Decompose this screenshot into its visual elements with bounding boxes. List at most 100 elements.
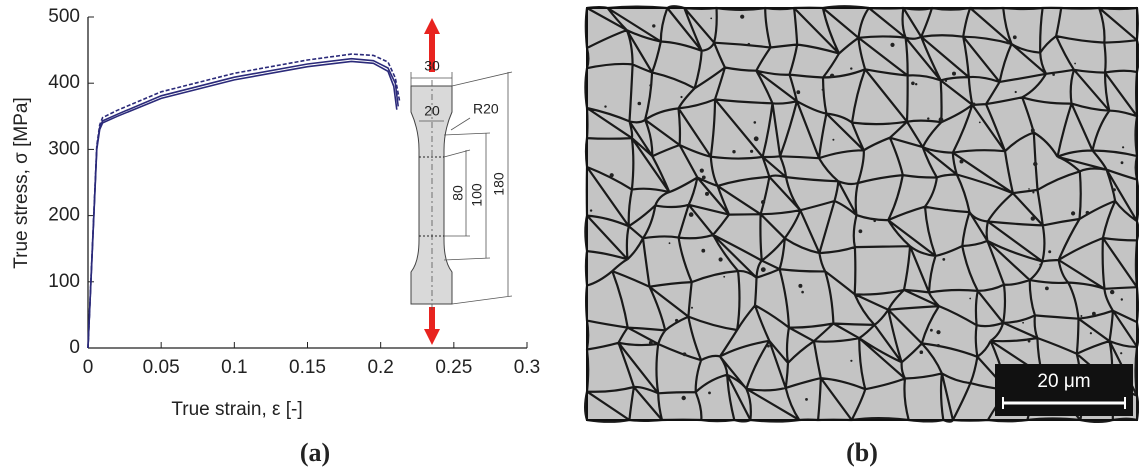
pore [1048, 250, 1051, 253]
pore [1006, 41, 1010, 45]
micrograph: 20 μm [585, 6, 1139, 422]
pore [942, 258, 945, 261]
pore [972, 103, 976, 107]
pore [1122, 146, 1124, 148]
pore [702, 176, 706, 180]
pore [680, 96, 682, 98]
pore [705, 192, 709, 196]
pore [1013, 35, 1017, 39]
pore [638, 102, 642, 106]
dimension-line [452, 72, 512, 86]
pore [683, 352, 687, 356]
pore [796, 90, 800, 94]
x-tick-label: 0.2 [367, 357, 393, 378]
dimension-line [451, 118, 470, 130]
x-tick-label: 0.25 [435, 357, 472, 378]
figure: True strain, ε [-] True stress, σ [MPa] … [0, 0, 1139, 471]
x-tick-label: 0 [83, 357, 94, 378]
pore [946, 209, 948, 211]
pore [1086, 211, 1090, 215]
pore [767, 345, 770, 348]
pore [832, 139, 834, 141]
pore [740, 15, 744, 19]
y-tick-label: 200 [48, 205, 80, 226]
panel-label: (a) [300, 438, 330, 467]
x-tick-label: 0.3 [514, 357, 540, 378]
pore [920, 350, 924, 354]
pore [1121, 298, 1123, 300]
y-tick-label: 0 [69, 337, 80, 358]
pore [1121, 161, 1124, 164]
pore [979, 122, 981, 124]
pore [754, 136, 759, 141]
pore [1031, 216, 1035, 220]
panel-label: (b) [846, 438, 878, 467]
pore [723, 276, 725, 278]
pore [830, 74, 834, 78]
dimension-label: 100 [469, 183, 485, 207]
pore [750, 150, 753, 153]
pore [859, 229, 863, 233]
pore [1045, 287, 1049, 291]
pore [952, 72, 956, 76]
y-tick-label: 100 [48, 271, 80, 292]
pore [890, 43, 894, 47]
x-axis-label: True strain, ε [-] [171, 399, 302, 420]
x-tick-label: 0.05 [143, 357, 180, 378]
pore [1022, 322, 1024, 324]
pore [1092, 312, 1096, 316]
pore [719, 257, 723, 261]
pore [1090, 332, 1092, 334]
pore [1033, 162, 1037, 166]
pore [649, 84, 651, 86]
curve [88, 61, 397, 348]
pore [1120, 352, 1122, 354]
dimension-label: 80 [450, 185, 466, 201]
dimension-line [452, 296, 512, 304]
x-tick-label: 0.15 [289, 357, 326, 378]
pore [689, 212, 694, 217]
dimension-line [444, 133, 490, 135]
pore [798, 284, 802, 288]
pore [748, 43, 751, 46]
y-tick-label: 500 [48, 6, 80, 27]
pore [1071, 211, 1075, 215]
pore [915, 83, 917, 85]
y-tick-label: 400 [48, 72, 80, 93]
pore [754, 121, 757, 124]
pore [1074, 63, 1076, 65]
dimension-label: 180 [491, 172, 507, 196]
pore [700, 169, 704, 173]
pore [1015, 91, 1017, 93]
pore [1031, 129, 1035, 133]
y-axis-label: True stress, σ [MPa] [11, 97, 32, 269]
curve [88, 54, 400, 348]
pore [604, 105, 606, 107]
pore [1080, 315, 1082, 317]
pore [708, 392, 711, 395]
pore [1032, 191, 1034, 193]
pore [1028, 340, 1031, 343]
pore [930, 329, 933, 332]
pore [761, 200, 765, 204]
pore [701, 249, 705, 253]
pore [939, 117, 944, 122]
pore [969, 298, 971, 300]
pore [822, 89, 824, 91]
dimension-label: 30 [424, 58, 440, 74]
pore [850, 360, 852, 362]
pore [732, 150, 735, 153]
pore [960, 160, 964, 164]
curve [88, 59, 398, 348]
dimension-label: R20 [473, 101, 499, 117]
scale-label: 20 μm [1037, 371, 1090, 392]
pore [1113, 188, 1116, 191]
arrow [424, 307, 440, 345]
pore [711, 234, 714, 237]
y-tick-label: 300 [48, 138, 80, 159]
pore [1028, 188, 1030, 190]
pore [911, 82, 915, 86]
pore [675, 319, 678, 322]
pore [873, 220, 876, 223]
